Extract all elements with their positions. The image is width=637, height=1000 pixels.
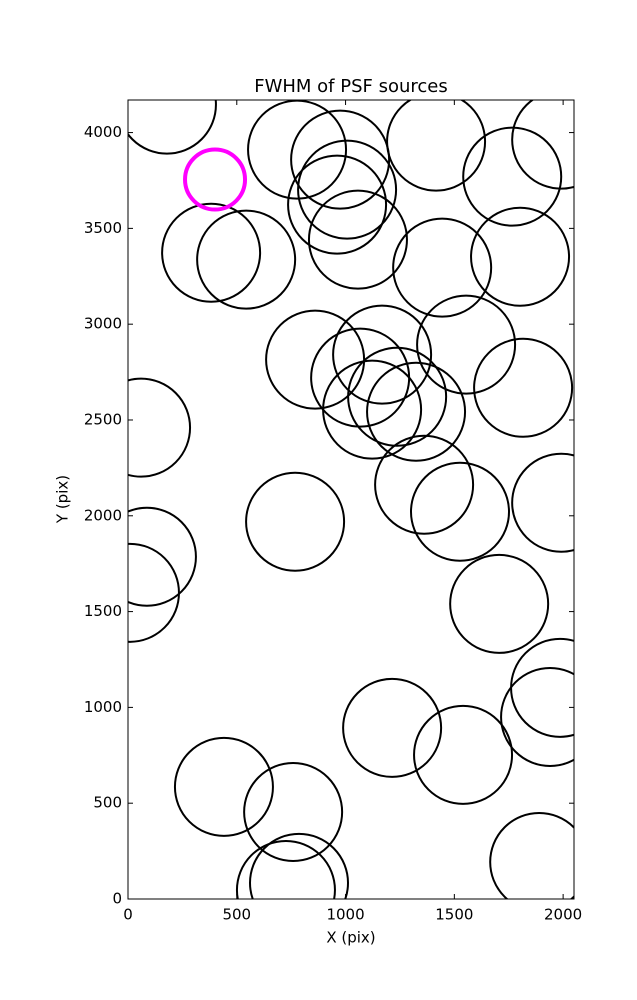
x-tick-label: 1000 — [326, 906, 364, 924]
source-circle — [462, 126, 563, 227]
plot-area — [128, 100, 574, 899]
source-circle — [243, 762, 344, 863]
source-circle — [297, 139, 398, 240]
source-circle — [128, 542, 180, 643]
source-circle — [416, 294, 517, 395]
source-circle — [342, 677, 443, 778]
y-tick-label: 0 — [112, 890, 122, 908]
y-tick-label: 3000 — [84, 315, 122, 333]
x-axis-label: X (pix) — [326, 929, 375, 947]
x-tick-label: 0 — [123, 906, 133, 924]
source-circle — [196, 209, 297, 310]
source-circle — [392, 217, 493, 318]
y-tick-label: 2500 — [84, 410, 122, 428]
source-circle — [347, 346, 448, 447]
source-circle — [374, 434, 475, 535]
source-circle — [128, 100, 217, 155]
source-circle — [413, 704, 514, 805]
y-tick-label: 1500 — [84, 602, 122, 620]
source-circle — [332, 304, 433, 405]
source-circle — [249, 832, 349, 899]
source-circle — [473, 337, 574, 438]
source-circle — [307, 189, 408, 290]
axes-frame — [127, 99, 575, 900]
source-circle — [511, 452, 574, 553]
source-circle — [287, 154, 388, 255]
y-tick-label: 3500 — [84, 219, 122, 237]
source-circle — [322, 359, 423, 460]
source-circle — [161, 202, 262, 303]
source-circle — [245, 471, 346, 572]
y-axis-label: Y (pix) — [54, 475, 72, 524]
x-tick-label: 1500 — [435, 906, 473, 924]
source-circle — [470, 206, 571, 307]
source-circle — [409, 461, 510, 562]
source-circle — [366, 361, 467, 462]
source-circle — [386, 100, 487, 192]
source-circle — [449, 553, 550, 654]
source-circle — [511, 100, 574, 190]
source-circle — [183, 147, 248, 212]
source-circle — [128, 506, 197, 607]
chart-title: FWHM of PSF sources — [254, 76, 448, 97]
y-tick-label: 2000 — [84, 506, 122, 524]
y-tick-label: 1000 — [84, 698, 122, 716]
source-circle — [128, 377, 192, 478]
source-circle — [500, 666, 574, 767]
y-tick-label: 500 — [93, 794, 122, 812]
x-tick-label: 500 — [222, 906, 251, 924]
x-tick-label: 2000 — [544, 906, 582, 924]
source-circle — [235, 840, 336, 899]
source-circle — [489, 812, 574, 899]
source-circle — [290, 109, 391, 210]
y-tick-label: 4000 — [84, 123, 122, 141]
source-circle — [247, 100, 348, 200]
source-circle — [173, 736, 274, 837]
